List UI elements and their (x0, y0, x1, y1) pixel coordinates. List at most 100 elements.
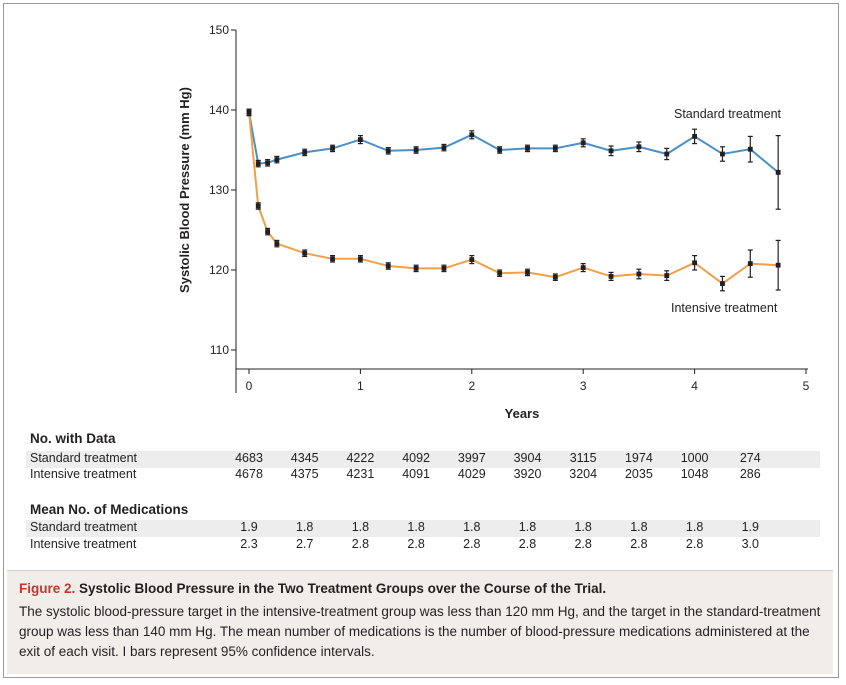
data-point-standard (775, 170, 781, 175)
data-point-standard (552, 146, 558, 151)
table-cell: 4345 (290, 451, 319, 465)
row-label-intensive-meds: Intensive treatment (30, 537, 137, 551)
table-cell: 2035 (624, 467, 653, 481)
data-point-intensive (255, 203, 261, 209)
data-point-intensive (636, 271, 642, 277)
caption-body: The systolic blood-pressure target in th… (19, 604, 821, 659)
data-point-standard (608, 148, 614, 154)
table-cell: 2.8 (574, 537, 592, 551)
chart-series (246, 108, 781, 292)
table-cell: 2.8 (407, 537, 425, 551)
table-cell: 1.9 (240, 520, 258, 534)
table-cell: 2.7 (295, 537, 314, 551)
figure-frame (3, 3, 839, 678)
table-cell: 274 (739, 451, 761, 465)
data-point-intensive (358, 256, 363, 262)
table-cell: 3.0 (741, 537, 759, 551)
data-point-intensive (692, 260, 697, 266)
caption-title: Figure 2. Systolic Blood Pressure in the… (19, 581, 821, 596)
x-tick-label: 0 (246, 379, 253, 393)
table-cell: 1.9 (741, 520, 759, 534)
data-point-standard (580, 140, 586, 146)
table-cell: 1.8 (574, 520, 592, 534)
table-cell: 286 (739, 467, 761, 481)
data-point-intensive (664, 273, 670, 278)
x-tick-label: 3 (580, 379, 587, 393)
data-point-standard (330, 146, 335, 151)
series-line-intensive (248, 112, 779, 285)
data-point-standard (255, 161, 261, 166)
x-axis-label: Years (505, 406, 540, 421)
table-cell: 4231 (346, 467, 375, 481)
data-point-intensive (580, 265, 586, 270)
data-point-standard (692, 134, 697, 139)
data-point-standard (302, 150, 308, 155)
table-cell: 2.8 (463, 537, 481, 551)
y-tick-label: 130 (209, 183, 229, 197)
data-point-intensive (413, 266, 419, 271)
bp-line-chart: 110 120 130 140 150 0 1 2 3 4 5 Systolic Blood Pre… (177, 23, 810, 421)
data-point-intensive (720, 281, 725, 286)
table-cell: 4091 (402, 467, 430, 481)
data-point-standard (413, 147, 419, 153)
table-cell: 4678 (235, 467, 263, 481)
table-cell: 2.8 (351, 537, 370, 551)
table-cell: 1048 (680, 467, 709, 481)
data-point-standard (664, 151, 670, 157)
table-cell: 1.8 (630, 520, 648, 534)
data-point-standard (720, 151, 725, 157)
data-point-standard (274, 157, 280, 162)
data-point-standard (441, 145, 447, 150)
table-cell: 4029 (457, 467, 486, 481)
table-cell: 3115 (569, 451, 597, 465)
x-tick-label: 4 (691, 379, 698, 393)
table-cell: 1.8 (407, 520, 425, 534)
data-point-intensive (469, 257, 475, 262)
table-cell: 1974 (624, 451, 653, 465)
y-tick-label: 140 (209, 103, 229, 117)
row-band (26, 451, 820, 468)
data-point-standard (265, 160, 271, 166)
table-cell: 4683 (235, 451, 263, 465)
data-point-standard (497, 147, 503, 153)
data-table-title: No. with Data (30, 431, 116, 446)
data-point-intensive (246, 110, 252, 115)
data-point-intensive (274, 241, 280, 246)
table-cell: 3920 (513, 467, 542, 481)
table-cell: 1.8 (351, 520, 370, 534)
table-cell: 3904 (513, 451, 542, 465)
x-tick-label: 1 (357, 379, 364, 393)
table-cell: 3997 (457, 451, 486, 465)
chart-axes: 110 120 130 140 150 0 1 2 3 4 5 (209, 23, 810, 393)
y-tick-label: 150 (209, 23, 229, 37)
table-cell: 1.8 (518, 520, 537, 534)
data-point-standard (469, 132, 475, 138)
table-cell: 1.8 (463, 520, 481, 534)
data-point-intensive (385, 263, 391, 269)
data-point-intensive (497, 270, 503, 276)
table-cell: 1000 (680, 451, 709, 465)
table-cell: 2.8 (685, 537, 704, 551)
table-cell: 4375 (290, 467, 319, 481)
row-label-intensive-data: Intensive treatment (30, 467, 137, 481)
data-point-intensive (525, 270, 530, 275)
data-point-intensive (330, 256, 335, 262)
table-cell: 1.8 (685, 520, 704, 534)
row-label-standard-meds: Standard treatment (30, 520, 138, 534)
data-point-standard (385, 148, 391, 154)
caption-figure-label: Figure 2. (19, 581, 76, 596)
data-point-intensive (747, 261, 753, 266)
y-axis-label: Systolic Blood Pressure (mm Hg) (177, 87, 192, 293)
table-cell: 4092 (402, 451, 430, 465)
table-cell: 2.8 (630, 537, 648, 551)
meds-table-title: Mean No. of Medications (30, 502, 189, 517)
table-cell: 1.8 (295, 520, 314, 534)
figure-caption: Figure 2. Systolic Blood Pressure in the… (7, 570, 833, 674)
data-point-intensive (265, 229, 271, 234)
data-point-intensive (608, 274, 614, 279)
table-cell: 2.3 (240, 537, 258, 551)
row-band (26, 520, 820, 537)
table-cell: 2.8 (518, 537, 537, 551)
data-point-intensive (441, 266, 447, 271)
table-cell: 4222 (346, 451, 375, 465)
